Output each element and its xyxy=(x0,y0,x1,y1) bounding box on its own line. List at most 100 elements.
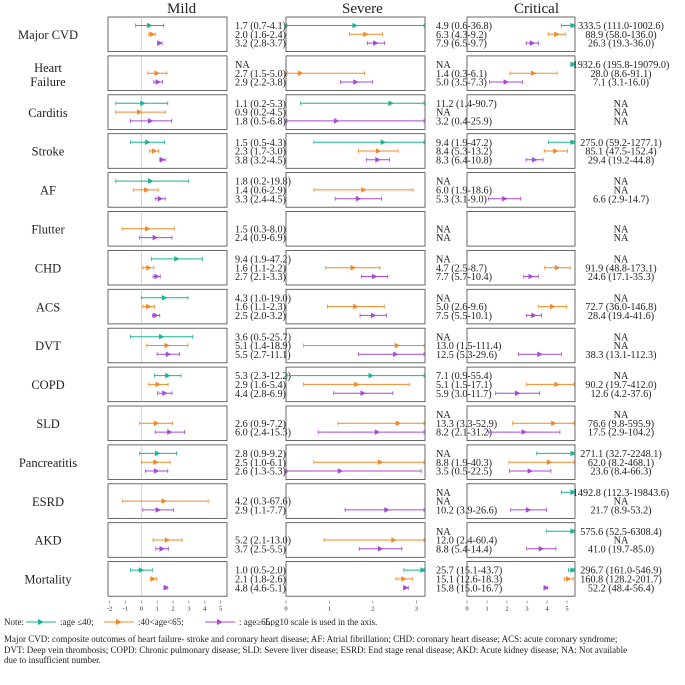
point-estimate-mild-dvt-s1 xyxy=(164,342,170,349)
value-label-critical-copd-s2: 12.6 (4.2-37.6) xyxy=(590,389,651,400)
value-label-mild-stroke-s2: 3.8 (3.2-4.5) xyxy=(235,155,286,166)
panel-box-severe-heart-failure xyxy=(285,55,426,91)
point-estimate-mild-chd-s1 xyxy=(146,264,152,271)
panel-box-critical-chd xyxy=(466,249,576,286)
point-estimate-severe-stroke-s0 xyxy=(380,139,387,145)
point-estimate-critical-copd-s2 xyxy=(515,390,521,396)
legend-label-2: : age≥65; xyxy=(239,617,273,627)
panel-title-mild: Mild xyxy=(167,1,197,17)
value-label-mild-af-s2: 3.3 (2.4-4.5) xyxy=(235,194,286,205)
point-estimate-critical-akd-s2 xyxy=(538,546,545,552)
point-estimate-critical-major-cvd-s2 xyxy=(529,40,536,46)
point-estimate-severe-mortality-s1 xyxy=(401,576,407,582)
point-estimate-critical-sld-s2 xyxy=(521,429,528,435)
point-estimate-critical-copd-s1 xyxy=(554,381,560,388)
value-label-severe-carditis-s2: 3.2 (0.4-25.9) xyxy=(436,117,492,128)
panel-box-severe-major-cvd xyxy=(285,16,426,52)
value-label-critical-copd-s1: 90.2 (19.7-412.0) xyxy=(585,380,656,391)
point-estimate-severe-esrd-s2 xyxy=(384,507,390,513)
row-label-pancreatitis: Pancreatitis xyxy=(19,456,77,470)
point-estimate-mild-pancreatitis-s1 xyxy=(153,459,159,465)
value-label-critical-af-s2: 6.6 (2.9-14.7) xyxy=(593,194,649,205)
value-label-severe-flutter-s2: NA xyxy=(436,233,451,244)
panel-box-critical-heart-failure xyxy=(466,55,576,91)
point-estimate-mild-major-cvd-s1 xyxy=(149,31,156,38)
value-label-severe-major-cvd-s1: 6.3 (4.3-9.2) xyxy=(436,30,487,41)
panel-box-severe-stroke xyxy=(285,133,426,169)
point-estimate-severe-carditis-s2 xyxy=(333,118,340,124)
value-label-critical-pancreatitis-s1: 62.0 (8.2-468.1) xyxy=(588,458,654,469)
point-estimate-mild-acs-s0 xyxy=(161,295,168,301)
value-label-critical-heart-failure-s2: 7.1 (3.1-16.0) xyxy=(593,78,649,89)
point-estimate-severe-heart-failure-s2 xyxy=(353,79,359,85)
axis-tick-label-critical-4: 4 xyxy=(545,606,549,613)
point-estimate-mild-stroke-s1 xyxy=(151,148,158,154)
abbreviation-line-1: Major CVD: composite outcomes of heart f… xyxy=(4,634,618,644)
point-estimate-mild-heart-failure-s2 xyxy=(155,79,162,85)
point-estimate-mild-major-cvd-s2 xyxy=(157,40,163,46)
value-label-critical-pancreatitis-s0: 271.1 (32.7-2248.1) xyxy=(580,449,662,460)
value-label-critical-esrd-s2: 21.7 (8.9-53.2) xyxy=(590,506,651,517)
value-label-critical-dvt-s0: NA xyxy=(614,332,629,343)
point-estimate-severe-pancreatitis-s1 xyxy=(377,459,384,465)
value-label-mild-af-s0: 1.8 (0.2-19.8) xyxy=(235,177,291,188)
axis-tick-label-severe-1: 1 xyxy=(328,606,331,613)
point-estimate-severe-af-s1 xyxy=(361,187,367,193)
axis-tick-label-severe-2: 2 xyxy=(371,606,374,613)
panel-box-critical-esrd xyxy=(466,483,576,519)
point-estimate-severe-sld-s2 xyxy=(374,429,381,435)
point-estimate-mild-copd-s1 xyxy=(155,381,162,388)
value-label-mild-acs-s0: 4.3 (1.0-19.0) xyxy=(235,293,291,304)
value-label-severe-chd-s0: NA xyxy=(436,255,451,266)
point-estimate-severe-pancreatitis-s2 xyxy=(337,468,344,474)
point-estimate-critical-heart-failure-s2 xyxy=(503,79,510,85)
point-estimate-severe-dvt-s2 xyxy=(393,351,399,358)
point-estimate-mild-af-s2 xyxy=(157,195,164,202)
value-label-severe-pancreatitis-s0: NA xyxy=(436,449,451,460)
point-estimate-mild-pancreatitis-s2 xyxy=(153,468,160,474)
value-label-mild-pancreatitis-s1: 2.5 (1.0-6.1) xyxy=(235,458,286,469)
value-label-severe-esrd-s1: NA xyxy=(436,497,451,508)
value-label-severe-major-cvd-s2: 7.9 (6.5-9.7) xyxy=(436,39,487,50)
panel-box-mild-pancreatitis xyxy=(107,444,228,480)
value-label-severe-sld-s2: 8.2 (2.1-31.2) xyxy=(436,428,492,439)
value-label-mild-mortality-s1: 2.1 (1.8-2.6) xyxy=(235,575,286,586)
row-label-heart-failure-line2: Failure xyxy=(30,75,66,89)
panel-box-critical-af xyxy=(466,172,576,208)
value-label-severe-af-s1: 6.0 (1.9-18.6) xyxy=(436,186,492,197)
value-label-mild-esrd-s1: 4.2 (0.3-67.6) xyxy=(235,497,291,508)
point-estimate-critical-acs-s2 xyxy=(531,312,537,319)
point-estimate-severe-stroke-s2 xyxy=(375,157,381,163)
value-label-critical-acs-s1: 72.7 (36.0-146.8) xyxy=(585,302,656,313)
point-estimate-mild-akd-s2 xyxy=(159,546,165,552)
panel-box-mild-flutter xyxy=(107,211,228,247)
point-estimate-severe-sld-s1 xyxy=(395,420,402,427)
point-estimate-critical-af-s2 xyxy=(502,195,508,202)
value-label-critical-esrd-s0: 1492.8 (112.3-19843.6) xyxy=(573,488,669,499)
value-label-critical-stroke-s2: 29.4 (19.2-44.8) xyxy=(588,155,654,166)
panel-box-severe-dvt xyxy=(285,327,426,364)
point-estimate-critical-esrd-s2 xyxy=(525,507,532,513)
panel-box-mild-heart-failure xyxy=(107,55,228,91)
value-label-severe-acs-s0: NA xyxy=(436,293,451,304)
value-label-critical-copd-s0: NA xyxy=(614,371,629,382)
value-label-mild-pancreatitis-s0: 2.8 (0.9-9.2) xyxy=(235,449,286,460)
panel-box-severe-sld xyxy=(285,405,426,441)
value-label-severe-acs-s2: 7.5 (5.5-10.1) xyxy=(436,311,492,322)
row-label-esrd: ESRD xyxy=(32,495,64,509)
point-estimate-critical-stroke-s1 xyxy=(553,148,559,154)
point-estimate-mild-mortality-s2 xyxy=(163,584,170,591)
row-label-sld: SLD xyxy=(36,417,60,431)
value-label-mild-acs-s1: 1.6 (1.1-2.3) xyxy=(235,302,286,313)
panel-box-severe-acs xyxy=(285,288,426,325)
point-estimate-mild-af-s0 xyxy=(148,178,154,184)
point-estimate-critical-sld-s1 xyxy=(551,420,557,427)
panel-box-severe-chd xyxy=(285,249,426,286)
value-label-severe-carditis-s0: 11.2 (1.4-90.7) xyxy=(436,99,497,110)
point-estimate-mild-mortality-s0 xyxy=(138,567,145,573)
value-label-severe-copd-s1: 5.1 (1.5-17.1) xyxy=(436,380,492,391)
point-estimate-critical-dvt-s2 xyxy=(537,351,543,358)
point-estimate-severe-major-cvd-s2 xyxy=(373,40,379,46)
value-label-mild-dvt-s0: 3.6 (0.5-25.7) xyxy=(235,332,291,343)
value-label-mild-stroke-s1: 2.3 (1.7-3.0) xyxy=(235,147,286,158)
